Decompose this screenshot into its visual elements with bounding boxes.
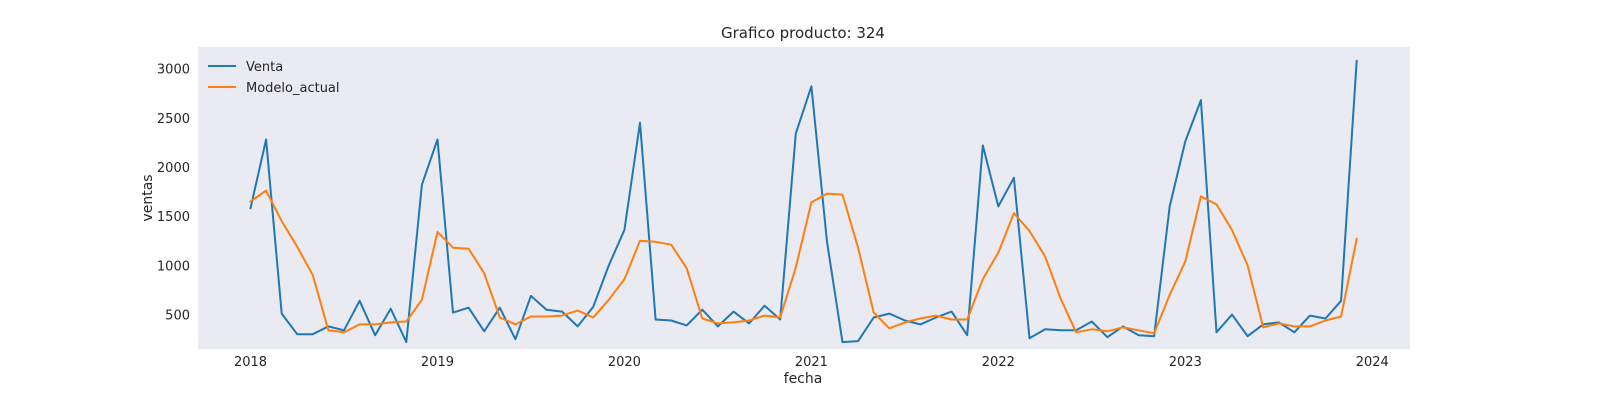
y-tick-label: 2500: [157, 112, 190, 127]
legend-label: Modelo_actual: [246, 81, 340, 96]
series-lines: [249, 59, 1358, 344]
x-axis-ticks: 2018 2019 2020 2021 2022 2023 2024: [234, 355, 1389, 370]
x-tick-label: 2019: [421, 355, 454, 370]
chart-title: Grafico producto: 324: [721, 24, 885, 42]
y-tick-label: 2000: [157, 161, 190, 176]
series-line-venta: [249, 59, 1358, 344]
series-line-modelo-actual: [249, 189, 1358, 335]
y-tick-label: 1500: [157, 210, 190, 225]
x-tick-label: 2023: [1169, 355, 1202, 370]
x-tick-label: 2020: [608, 355, 641, 370]
x-axis-label: fecha: [784, 371, 823, 387]
y-tick-label: 500: [165, 309, 190, 324]
y-axis-label: ventas: [140, 174, 156, 221]
x-tick-label: 2021: [795, 355, 828, 370]
plot-area: [198, 47, 1410, 349]
x-tick-label: 2022: [982, 355, 1015, 370]
legend-label: Venta: [246, 60, 283, 75]
x-tick-label: 2024: [1356, 355, 1389, 370]
y-axis-ticks: 500 1000 1500 2000 2500 3000: [157, 63, 190, 324]
y-tick-label: 3000: [157, 63, 190, 78]
legend: Venta Modelo_actual: [208, 60, 340, 96]
y-tick-label: 1000: [157, 259, 190, 274]
x-tick-label: 2018: [234, 355, 267, 370]
